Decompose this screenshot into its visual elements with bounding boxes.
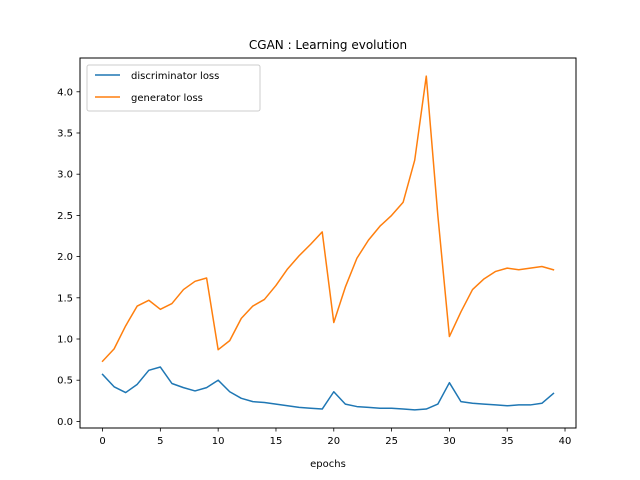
legend-label: generator loss	[131, 93, 203, 104]
series-line-generator-loss	[101, 75, 555, 363]
y-tick-label: 2.0	[57, 252, 73, 263]
x-axis-label: epochs	[310, 459, 346, 470]
y-tick-label: 1.5	[57, 293, 73, 304]
y-tick-label: 3.0	[57, 170, 73, 181]
x-tick-label: 40	[559, 436, 572, 447]
y-tick-label: 0.0	[57, 417, 73, 428]
legend-label: discriminator loss	[131, 71, 219, 82]
plot-frame	[79, 57, 577, 429]
y-tick-label: 3.5	[57, 128, 73, 139]
plot-lines	[101, 75, 555, 411]
x-tick-label: 35	[501, 436, 514, 447]
x-tick-label: 25	[385, 436, 398, 447]
y-axis-ticks: 0.0 0.5 1.0 1.5 2.0 2.5 3.0 3.5 4.0	[57, 87, 80, 428]
x-axis-ticks: 0 5 10 15 20 25 30 35 40	[99, 428, 571, 447]
y-tick-label: 2.5	[57, 211, 73, 222]
x-tick-label: 5	[157, 436, 163, 447]
legend: discriminator loss generator loss	[86, 64, 261, 112]
y-tick-label: 4.0	[57, 87, 73, 98]
y-tick-label: 1.0	[57, 335, 73, 346]
chart-title: CGAN : Learning evolution	[249, 38, 407, 52]
x-tick-label: 0	[99, 436, 105, 447]
x-tick-label: 10	[212, 436, 225, 447]
y-tick-label: 0.5	[57, 376, 73, 387]
legend-box	[86, 64, 261, 112]
x-tick-label: 30	[443, 436, 456, 447]
x-tick-label: 20	[327, 436, 340, 447]
x-tick-label: 15	[270, 436, 283, 447]
series-line-discriminator-loss	[101, 366, 555, 411]
